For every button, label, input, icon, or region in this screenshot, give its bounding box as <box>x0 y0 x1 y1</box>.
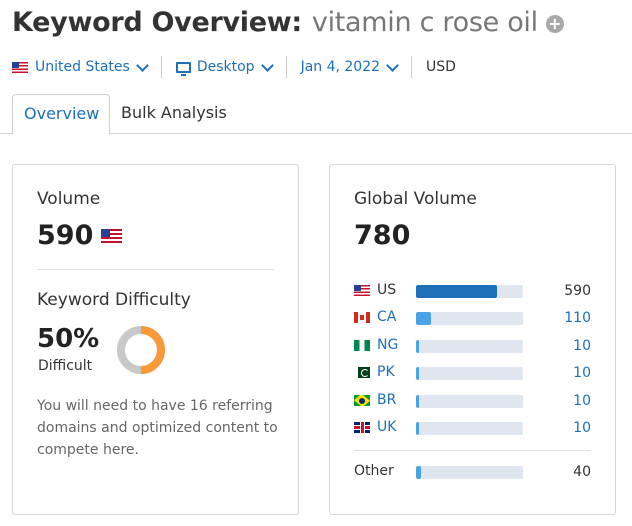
volume-bar-fill <box>416 340 420 353</box>
country-volume: 10 <box>573 420 591 436</box>
country-volume: 10 <box>573 365 591 381</box>
global-volume-value: 780 <box>354 220 411 251</box>
page-title: Keyword Overview: vitamin c rose oil + <box>12 4 564 40</box>
country-volume: 110 <box>564 310 591 326</box>
device-label: Desktop <box>196 59 255 75</box>
country-code: UK <box>377 419 397 435</box>
tab-bulk-analysis[interactable]: Bulk Analysis <box>121 103 227 122</box>
volume-bar-fill <box>416 466 422 479</box>
country-label: United States <box>35 59 130 75</box>
pk-flag-icon <box>354 367 370 378</box>
difficulty-description: You will need to have 16 referring domai… <box>37 398 278 458</box>
country-code: CA <box>377 309 397 325</box>
keyword-difficulty-value: 50% <box>37 324 100 354</box>
volume-bar <box>416 285 523 298</box>
country-selector[interactable]: United States <box>12 58 149 75</box>
global-volume-card: Global Volume 780 US 590 CA 110 NG 10 PK… <box>329 164 616 515</box>
country-row-uk[interactable]: UK 10 <box>354 418 591 438</box>
volume-label: Volume <box>37 189 101 209</box>
ca-flag-icon <box>354 312 370 323</box>
volume-bar <box>416 340 523 353</box>
keyword-text: vitamin c rose oil <box>311 6 538 38</box>
br-flag-icon <box>354 395 370 406</box>
difficulty-donut <box>117 326 165 374</box>
global-volume-label: Global Volume <box>354 189 477 209</box>
chevron-down-icon <box>135 58 149 72</box>
country-row-us[interactable]: US 590 <box>354 281 591 301</box>
keyword-difficulty-level: Difficult <box>38 358 93 374</box>
volume-bar <box>416 466 523 479</box>
volume-card: Volume 590 Keyword Difficulty 50% Diffic… <box>12 164 299 515</box>
filter-bar: United States Desktop Jan 4, 2022 USD <box>12 54 456 80</box>
volume-bar <box>416 367 523 380</box>
ng-flag-icon <box>354 340 370 351</box>
country-code: NG <box>377 337 399 353</box>
volume-bar-fill <box>416 312 431 325</box>
country-code: PK <box>377 364 395 380</box>
other-volume: 40 <box>573 464 591 480</box>
us-flag-icon <box>354 285 370 296</box>
country-row-pk[interactable]: PK 10 <box>354 363 591 383</box>
us-flag-icon <box>12 61 28 73</box>
volume-bar <box>416 395 523 408</box>
volume-bar-fill <box>416 367 420 380</box>
tab-bar: Overview Bulk Analysis <box>0 94 632 135</box>
country-code: US <box>377 282 397 298</box>
tab-overview[interactable]: Overview <box>12 94 110 135</box>
country-volume: 10 <box>573 393 591 409</box>
uk-flag-icon <box>354 422 370 433</box>
other-label: Other <box>354 463 394 479</box>
desktop-icon <box>175 61 191 76</box>
keyword-difficulty-label: Keyword Difficulty <box>37 290 191 310</box>
volume-bar-fill <box>416 285 498 298</box>
country-code: BR <box>377 392 397 408</box>
volume-value: 590 <box>37 220 94 251</box>
date-selector[interactable]: Jan 4, 2022 <box>300 58 399 75</box>
add-icon[interactable]: + <box>545 15 564 33</box>
title-prefix: Keyword Overview: <box>12 6 302 38</box>
card-divider <box>37 269 274 270</box>
country-volume: 10 <box>573 338 591 354</box>
country-row-other: Other 40 <box>354 462 591 482</box>
chevron-down-icon <box>386 58 399 72</box>
date-label: Jan 4, 2022 <box>300 59 381 75</box>
volume-bar <box>416 312 523 325</box>
volume-bar <box>416 422 523 435</box>
divider <box>411 56 413 78</box>
divider <box>285 56 287 78</box>
device-selector[interactable]: Desktop <box>175 58 274 76</box>
us-flag-icon <box>101 228 123 243</box>
card-divider <box>354 450 591 451</box>
country-volume: 590 <box>564 283 591 299</box>
chevron-down-icon <box>260 58 274 72</box>
country-row-br[interactable]: BR 10 <box>354 391 591 411</box>
volume-bar-fill <box>416 395 420 408</box>
country-row-ng[interactable]: NG 10 <box>354 336 591 356</box>
currency-label: USD <box>426 59 456 75</box>
divider <box>160 56 162 78</box>
donut-arc <box>117 326 165 374</box>
volume-bar-fill <box>416 422 420 435</box>
country-row-ca[interactable]: CA 110 <box>354 308 591 328</box>
volume-value-row: 590 <box>37 220 123 251</box>
